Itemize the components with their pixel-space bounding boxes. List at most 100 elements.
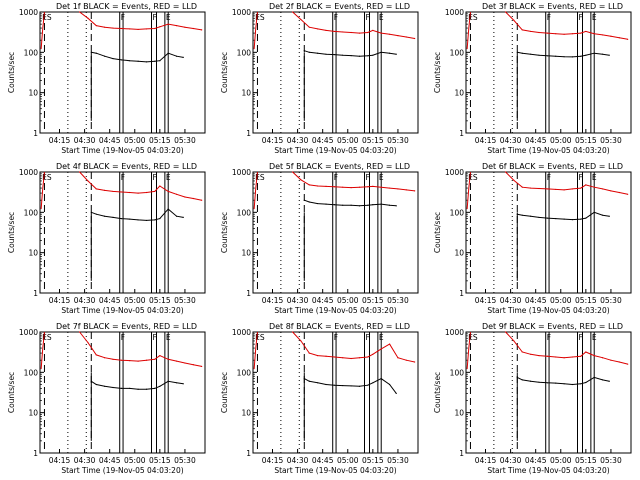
events-data-point: [95, 52, 97, 54]
lld-data-point: [358, 32, 361, 34]
lld-data-point: [87, 341, 89, 344]
detector-panel-4: Det 4f BLACK = Events, RED = LLD 1000 100 1…: [0, 160, 213, 320]
events-data-point: [395, 205, 397, 207]
lld-data-point: [350, 187, 352, 189]
x-tick-label: 04:45: [312, 456, 334, 465]
events-data-point: [167, 380, 169, 382]
lld-data-point: [159, 26, 161, 28]
flag-label: F: [365, 333, 369, 342]
x-tick-label: 05:15: [362, 136, 384, 145]
y-tick-label: 10: [28, 409, 38, 418]
detector-chart-3: Det 3f BLACK = Events, RED = LLD 1000 100 1…: [433, 2, 632, 155]
x-tick-label: 04:45: [99, 456, 121, 465]
events-data-point: [571, 56, 574, 58]
lld-data-point: [571, 188, 574, 190]
y-tick-label: 10: [454, 89, 464, 98]
plot-frame: [465, 171, 632, 294]
panel-title: Det 5f BLACK = Events, RED = LLD: [269, 162, 410, 171]
panel-title: Det 4f BLACK = Events, RED = LLD: [56, 162, 197, 171]
detector-chart-9: Det 9f BLACK = Events, RED = LLD 1000 100 1…: [433, 322, 632, 475]
events-data-point: [563, 218, 565, 220]
flag-label: F: [121, 333, 125, 342]
lld-data-point: [201, 199, 203, 201]
x-tick-label: 05:15: [575, 296, 597, 305]
lld-data-point: [530, 187, 532, 189]
lld-data-point: [593, 186, 595, 188]
x-tick-label: 05:30: [174, 296, 196, 305]
plot-frame: [465, 11, 632, 134]
y-tick-label: 10: [28, 249, 38, 258]
x-tick-label: 04:15: [262, 136, 284, 145]
lld-data-point: [571, 356, 574, 358]
events-data-point: [521, 52, 523, 54]
lld-data-point: [610, 359, 612, 361]
events-data-point: [530, 215, 532, 217]
y-axis-label: Counts/sec: [220, 52, 229, 93]
events-data-point: [317, 382, 319, 384]
x-tick-label: 05:15: [575, 136, 597, 145]
lld-initial-rise: [40, 331, 45, 370]
lld-data-point: [397, 34, 399, 37]
lld-data-point: [388, 187, 391, 189]
lld-data-point: [145, 191, 148, 194]
lld-data-point: [358, 357, 361, 359]
lld-data-point: [521, 186, 523, 188]
events-data-point: [342, 54, 344, 56]
events-data-point: [601, 53, 604, 55]
lld-data-point: [291, 171, 294, 173]
lld-data-point: [601, 34, 604, 36]
events-data-point: [608, 215, 610, 217]
lld-data-point: [154, 27, 156, 30]
events-data-point: [159, 217, 161, 220]
events-data-point: [325, 203, 327, 205]
lld-data-point: [580, 187, 582, 189]
y-tick-label: 1000: [19, 328, 38, 337]
x-axis-label: Start Time (19-Nov-05 04:03:20): [487, 306, 609, 315]
detector-chart-2: Det 2f BLACK = Events, RED = LLD 1000 100 1…: [220, 2, 419, 155]
lld-data-point: [380, 348, 382, 350]
events-data-point: [546, 55, 548, 57]
lld-data-point: [175, 360, 178, 362]
lld-initial-rise: [253, 331, 258, 370]
detector-panel-9: Det 9f BLACK = Events, RED = LLD 1000 100 1…: [426, 320, 639, 480]
events-data-point: [167, 208, 169, 210]
x-tick-label: 05:30: [600, 456, 622, 465]
x-tick-label: 05:00: [124, 296, 146, 305]
x-tick-label: 04:30: [287, 456, 309, 465]
lld-data-point: [300, 179, 302, 181]
lld-data-point: [342, 186, 344, 188]
events-data-point: [104, 215, 106, 217]
lld-data-point: [563, 189, 565, 191]
lld-data-point: [372, 185, 374, 187]
y-tick-label: 1000: [445, 8, 464, 17]
flag-label: ES: [468, 13, 478, 22]
events-data-point: [325, 53, 327, 55]
events-data-point: [303, 199, 305, 201]
lld-data-point: [300, 340, 302, 342]
events-data-point: [104, 385, 106, 387]
y-tick-label: 1: [459, 449, 464, 458]
events-data-point: [112, 386, 114, 389]
lld-initial-rise: [466, 331, 471, 370]
x-tick-label: 04:30: [287, 296, 309, 305]
plot-frame: [252, 171, 419, 294]
events-data-point: [137, 219, 139, 221]
flag-label: E: [166, 173, 171, 182]
events-data-point: [585, 54, 587, 56]
x-tick-label: 05:30: [174, 456, 196, 465]
y-tick-label: 100: [237, 368, 252, 377]
lld-data-point: [610, 190, 612, 192]
lld-data-point: [601, 357, 604, 359]
events-data-point: [571, 219, 574, 221]
x-tick-label: 05:15: [149, 136, 171, 145]
lld-data-point: [546, 188, 548, 190]
lld-data-point: [300, 18, 302, 21]
x-tick-label: 05:15: [149, 296, 171, 305]
lld-data-point: [504, 11, 507, 13]
y-tick-label: 1: [246, 129, 251, 138]
flag-label: F: [578, 173, 582, 182]
events-data-point: [372, 54, 374, 56]
x-tick-label: 05:00: [337, 296, 359, 305]
x-tick-label: 05:30: [387, 296, 409, 305]
events-data-point: [112, 216, 114, 218]
